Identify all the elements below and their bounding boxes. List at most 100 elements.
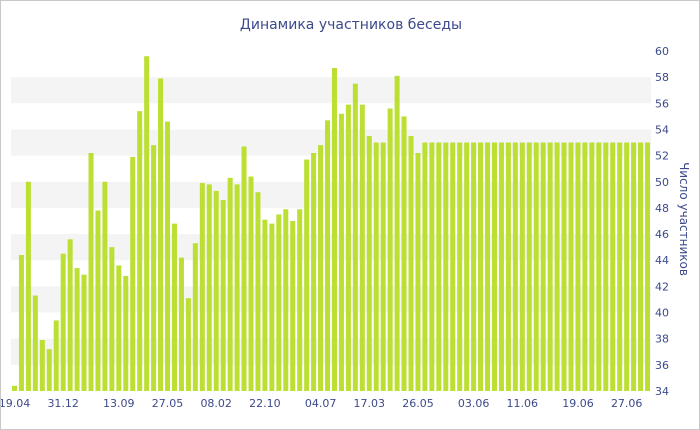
bar [144,56,150,391]
y-tick-label: 34 [655,385,669,398]
bar [130,156,136,391]
y-tick-label: 56 [655,97,669,110]
bar [88,153,94,391]
bars [11,56,651,392]
y-axis-ticks: 34 36 38 40 42 44 46 48 50 52 54 56 58 60 [655,45,669,398]
bar [429,142,435,391]
x-tick-label: 26.05 [402,397,434,410]
bar [478,142,484,391]
bar [450,142,456,391]
bar [638,142,644,391]
bar [540,142,546,391]
bar [422,142,428,391]
bar [561,142,567,391]
bar [53,320,59,391]
bar [387,108,393,391]
y-tick-label: 36 [655,359,669,372]
bar [60,253,66,391]
bar [512,142,518,391]
bar [380,142,386,391]
bar [185,298,191,391]
bar [617,142,623,391]
bar [401,116,407,391]
bar [137,111,143,392]
bar [575,142,581,391]
bar [471,142,477,391]
bar [338,113,344,392]
bar [178,257,184,391]
bar [610,142,616,391]
bar [464,142,470,391]
bar [165,121,171,392]
bar [95,210,101,391]
y-tick-label: 54 [655,124,669,137]
bar [589,142,595,391]
bar [290,221,296,391]
bar [526,142,532,391]
bar [582,142,588,391]
x-tick-label: 17.03 [354,397,386,410]
x-axis-ticks: 19.04 31.12 13.09 27.05 08.02 22.10 04.07 17.03… [1,397,642,410]
bar [123,275,129,391]
grid-band [11,77,651,104]
bar [192,243,198,391]
bar [624,142,630,391]
bar [603,142,609,391]
bar [297,209,303,391]
y-tick-label: 42 [655,280,669,293]
bar [645,142,651,391]
bar [505,142,511,391]
bar [485,142,491,391]
bar [269,223,275,391]
x-tick-label: 11.06 [507,397,539,410]
x-tick-label: 22.10 [249,397,281,410]
bar [408,136,414,391]
y-axis-label: Число участников [677,162,691,276]
bar [304,159,310,391]
bar [206,184,212,391]
x-tick-label: 27.05 [152,397,184,410]
bar [318,145,324,391]
bar [46,349,52,391]
bar [234,184,240,391]
bar [67,239,73,391]
bar [158,78,164,392]
x-tick-label: 03.06 [458,397,490,410]
bar [227,177,233,391]
y-tick-label: 38 [655,333,669,346]
y-tick-label: 58 [655,71,669,84]
x-tick-label: 31.12 [47,397,79,410]
bar [366,136,372,391]
y-tick-label: 60 [655,45,669,58]
bar [415,153,421,391]
bar [533,142,539,391]
x-tick-label: 19.04 [1,397,30,410]
bar [11,385,17,391]
y-tick-label: 52 [655,150,669,163]
bar [283,209,289,391]
bar [596,142,602,391]
y-tick-label: 46 [655,228,669,241]
bar [352,83,358,391]
bar [325,120,331,391]
bar [255,192,261,391]
bar [109,247,115,391]
x-tick-label: 27.06 [611,397,643,410]
bar [498,142,504,391]
bar [39,340,45,391]
bar [276,214,282,391]
y-tick-label: 50 [655,176,669,189]
x-tick-label: 13.09 [103,397,135,410]
bar [373,142,379,391]
bar [311,153,317,391]
bar [213,190,219,391]
x-tick-label: 19.06 [562,397,594,410]
bar [568,142,574,391]
bar [116,265,122,391]
bar [171,223,177,391]
bar [102,181,108,391]
bar [436,142,442,391]
bar [220,200,226,391]
